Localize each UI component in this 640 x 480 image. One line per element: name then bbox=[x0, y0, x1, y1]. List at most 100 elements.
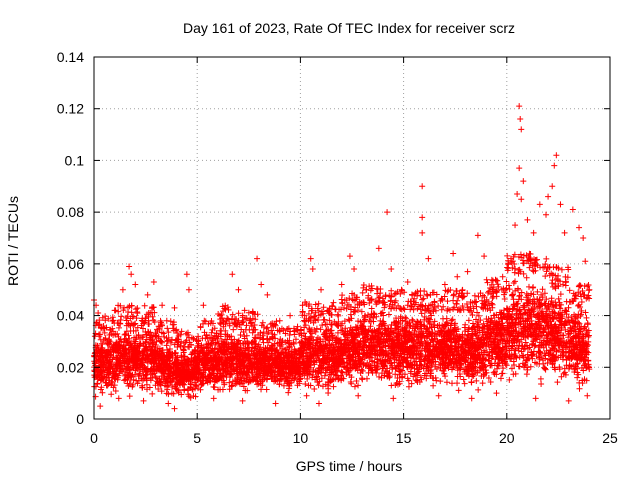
data-point bbox=[156, 362, 163, 369]
data-point bbox=[108, 391, 115, 398]
data-point bbox=[115, 349, 122, 356]
data-point bbox=[194, 342, 201, 349]
data-point bbox=[109, 317, 116, 324]
data-point bbox=[126, 393, 133, 400]
data-point bbox=[158, 388, 165, 395]
data-point bbox=[179, 360, 186, 367]
data-point bbox=[142, 372, 149, 379]
data-point bbox=[99, 389, 106, 396]
data-point bbox=[315, 382, 322, 389]
data-point bbox=[214, 370, 221, 377]
data-point bbox=[334, 311, 341, 318]
data-point bbox=[413, 377, 420, 384]
data-point bbox=[131, 321, 138, 328]
data-point bbox=[197, 386, 204, 393]
data-point bbox=[468, 378, 475, 385]
data-point bbox=[161, 333, 168, 340]
data-point bbox=[104, 352, 111, 359]
y-axis-label: ROTI / TECUs bbox=[5, 196, 21, 286]
data-point bbox=[141, 302, 148, 309]
data-point bbox=[143, 345, 150, 352]
data-point bbox=[163, 317, 170, 324]
data-point bbox=[115, 308, 122, 315]
data-point bbox=[311, 386, 318, 393]
data-point bbox=[100, 374, 107, 381]
data-point bbox=[195, 333, 202, 340]
data-point bbox=[165, 391, 172, 398]
data-point bbox=[132, 361, 139, 368]
data-point bbox=[186, 367, 193, 374]
data-point bbox=[208, 329, 215, 336]
data-point bbox=[174, 343, 181, 350]
data-point bbox=[180, 340, 187, 347]
data-point bbox=[152, 373, 159, 380]
data-point bbox=[133, 377, 140, 384]
data-point bbox=[191, 379, 198, 386]
data-point bbox=[388, 382, 395, 389]
data-point bbox=[226, 379, 233, 386]
data-point bbox=[163, 354, 170, 361]
data-point bbox=[139, 382, 146, 389]
data-point bbox=[112, 330, 119, 337]
data-point bbox=[351, 383, 358, 390]
data-point bbox=[148, 355, 155, 362]
data-point bbox=[116, 366, 123, 373]
data-point bbox=[165, 334, 172, 341]
data-point bbox=[202, 351, 209, 358]
data-point bbox=[206, 375, 213, 382]
data-point bbox=[140, 320, 147, 327]
data-point bbox=[382, 292, 389, 299]
data-point bbox=[125, 320, 132, 327]
data-point bbox=[168, 336, 175, 343]
data-point bbox=[105, 315, 112, 322]
data-point bbox=[154, 378, 161, 385]
data-point bbox=[177, 342, 184, 349]
data-point bbox=[132, 338, 139, 345]
data-point bbox=[107, 327, 114, 334]
data-point bbox=[203, 345, 210, 352]
data-point bbox=[201, 329, 208, 336]
data-point bbox=[92, 349, 99, 356]
data-point bbox=[137, 358, 144, 365]
chart-title: Day 161 of 2023, Rate Of TEC Index for r… bbox=[183, 20, 515, 36]
data-point bbox=[176, 374, 183, 381]
data-point bbox=[498, 370, 505, 377]
data-point bbox=[150, 368, 157, 375]
data-point bbox=[263, 386, 270, 393]
data-point bbox=[117, 316, 124, 323]
data-point bbox=[164, 346, 171, 353]
data-point bbox=[125, 365, 132, 372]
data-point bbox=[381, 304, 388, 311]
data-point bbox=[127, 370, 134, 377]
data-point bbox=[237, 331, 244, 338]
data-point bbox=[141, 355, 148, 362]
data-point bbox=[117, 344, 124, 351]
grid-lines bbox=[94, 57, 610, 419]
data-point bbox=[459, 286, 466, 293]
data-point bbox=[184, 329, 191, 336]
data-point bbox=[133, 347, 140, 354]
data-point bbox=[105, 366, 112, 373]
data-point bbox=[132, 327, 139, 334]
data-point bbox=[152, 363, 159, 370]
data-point bbox=[167, 360, 174, 367]
data-point bbox=[315, 300, 322, 307]
data-point bbox=[128, 344, 135, 351]
data-point bbox=[139, 351, 146, 358]
data-point bbox=[210, 383, 217, 390]
data-point bbox=[363, 375, 370, 382]
data-points bbox=[91, 103, 593, 412]
data-point bbox=[464, 290, 471, 297]
data-point bbox=[200, 362, 207, 369]
data-point bbox=[187, 374, 194, 381]
data-point bbox=[207, 372, 214, 379]
data-point bbox=[158, 322, 165, 329]
data-point bbox=[113, 355, 120, 362]
data-point bbox=[420, 295, 427, 302]
data-point bbox=[99, 341, 106, 348]
data-point bbox=[169, 351, 176, 358]
data-point bbox=[211, 325, 218, 332]
data-point bbox=[133, 315, 140, 322]
data-point bbox=[489, 301, 496, 308]
data-point bbox=[170, 319, 177, 326]
